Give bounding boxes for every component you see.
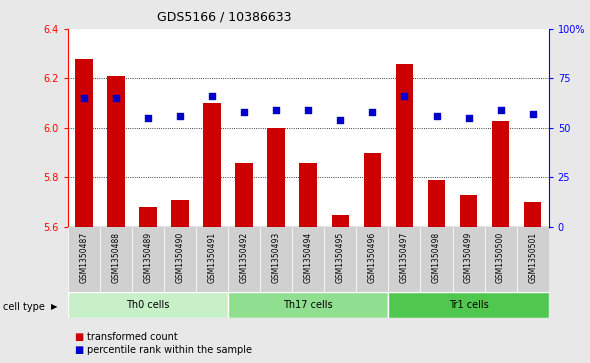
Text: Th17 cells: Th17 cells <box>283 300 333 310</box>
Bar <box>260 227 292 292</box>
Bar <box>139 207 157 227</box>
Bar <box>204 103 221 227</box>
Point <box>79 95 88 101</box>
Bar <box>68 227 100 292</box>
Bar <box>332 215 349 227</box>
Point <box>336 117 345 123</box>
Text: GSM1350498: GSM1350498 <box>432 232 441 283</box>
Bar <box>460 195 477 227</box>
Text: GSM1350490: GSM1350490 <box>176 232 185 284</box>
Text: GSM1350493: GSM1350493 <box>272 232 281 284</box>
Bar <box>68 292 228 318</box>
Text: Th0 cells: Th0 cells <box>126 300 170 310</box>
Point <box>207 93 217 99</box>
Bar <box>100 227 132 292</box>
Point <box>271 107 281 113</box>
Bar <box>292 227 325 292</box>
Bar <box>171 200 189 227</box>
Text: cell type: cell type <box>3 302 45 312</box>
Bar <box>388 292 549 318</box>
Text: percentile rank within the sample: percentile rank within the sample <box>87 345 253 355</box>
Text: GSM1350488: GSM1350488 <box>112 232 120 283</box>
Point <box>175 113 185 119</box>
Text: GSM1350499: GSM1350499 <box>464 232 473 284</box>
Text: GSM1350500: GSM1350500 <box>496 232 505 284</box>
Text: GSM1350492: GSM1350492 <box>240 232 248 283</box>
Bar <box>228 292 388 318</box>
Point <box>528 111 537 117</box>
Text: GSM1350496: GSM1350496 <box>368 232 377 284</box>
Bar <box>396 64 413 227</box>
Bar <box>363 153 381 227</box>
Bar <box>484 227 517 292</box>
Text: GDS5166 / 10386633: GDS5166 / 10386633 <box>157 11 291 24</box>
Text: GSM1350495: GSM1350495 <box>336 232 345 284</box>
Bar <box>517 227 549 292</box>
Text: GSM1350497: GSM1350497 <box>400 232 409 284</box>
Text: ▶: ▶ <box>51 302 58 311</box>
Point <box>464 115 473 121</box>
Bar <box>421 227 453 292</box>
Text: Tr1 cells: Tr1 cells <box>448 300 489 310</box>
Bar <box>524 202 542 227</box>
Text: GSM1350501: GSM1350501 <box>528 232 537 283</box>
Bar <box>235 163 253 227</box>
Text: ■: ■ <box>74 332 83 342</box>
Bar <box>388 227 421 292</box>
Bar <box>356 227 388 292</box>
Point <box>303 107 313 113</box>
Text: GSM1350494: GSM1350494 <box>304 232 313 284</box>
Point <box>143 115 153 121</box>
Point <box>432 113 441 119</box>
Bar <box>75 59 93 227</box>
Bar <box>300 163 317 227</box>
Text: ■: ■ <box>74 345 83 355</box>
Bar <box>267 128 285 227</box>
Point <box>399 93 409 99</box>
Text: GSM1350487: GSM1350487 <box>80 232 88 283</box>
Bar <box>324 227 356 292</box>
Text: GSM1350491: GSM1350491 <box>208 232 217 283</box>
Bar <box>428 180 445 227</box>
Bar <box>228 227 260 292</box>
Bar <box>132 227 164 292</box>
Bar <box>164 227 196 292</box>
Bar <box>196 227 228 292</box>
Point <box>111 95 120 101</box>
Point <box>368 109 377 115</box>
Point <box>240 109 249 115</box>
Text: GSM1350489: GSM1350489 <box>143 232 152 283</box>
Point <box>496 107 505 113</box>
Bar <box>107 76 124 227</box>
Bar <box>453 227 484 292</box>
Text: transformed count: transformed count <box>87 332 178 342</box>
Bar <box>492 121 509 227</box>
